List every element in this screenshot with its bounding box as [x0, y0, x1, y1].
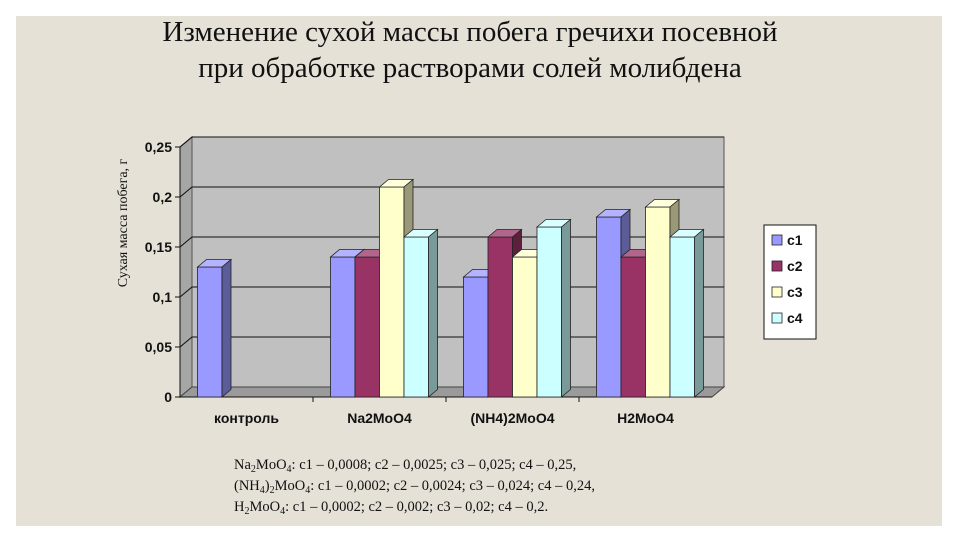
x-category-label: (NH4)2MoO4 [470, 410, 554, 426]
note-text: Na [234, 457, 251, 473]
note-text: : c1 – 0,0002; c2 – 0,0024; c3 – 0,024; … [310, 478, 595, 494]
title-line-1: Изменение сухой массы побега гречихи пос… [162, 16, 778, 48]
note-subscript: 4 [305, 485, 311, 496]
y-tick-label: 0,15 [145, 239, 172, 255]
gridline [179, 136, 724, 148]
note-text: MoO [274, 478, 306, 494]
legend-swatch-c1 [771, 234, 783, 246]
title-line-2: при обработке растворами солей молибдена [198, 52, 742, 84]
bar-c3-1 [379, 186, 405, 398]
note-subscript: 2 [269, 485, 275, 496]
x-category-label: контроль [214, 410, 279, 426]
legend-swatch-c2 [771, 260, 783, 272]
y-axis-label: Сухая масса побега, г [116, 158, 131, 287]
bar-c3-3 [645, 206, 671, 398]
gridline [179, 186, 724, 198]
y-tick-label: 0,25 [145, 139, 172, 155]
note-text: (NH [234, 478, 260, 494]
y-tick-label: 0 [164, 389, 172, 405]
x-category-label: H2MoO4 [617, 410, 674, 426]
note-line-1: Na2MoO4: c1 – 0,0008; c2 – 0,0025; c3 – … [234, 455, 595, 476]
bar-c2-3 [620, 256, 646, 398]
note-text: MoO [255, 457, 287, 473]
legend-swatch-c3 [771, 286, 783, 298]
bar-c1-3 [596, 216, 622, 398]
note-text: ) [264, 478, 270, 494]
note-subscript: 2 [244, 506, 250, 517]
slide-title: Изменение сухой массы побега гречихи пос… [0, 14, 940, 86]
note-subscript: 4 [259, 485, 265, 496]
chart-side-wall [179, 135, 193, 399]
y-tick-label: 0,1 [153, 289, 173, 305]
note-subscript: 4 [280, 506, 286, 517]
bar-c1-2 [463, 276, 489, 398]
note-line-3: H2MoO4: c1 – 0,0002; c2 – 0,002; c3 – 0,… [234, 497, 595, 518]
bar-c1-1 [330, 256, 356, 398]
legend-label-c3: c3 [787, 284, 803, 300]
note-line-2: (NH4)2MoO4: c1 – 0,0002; c2 – 0,0024; c3… [234, 476, 595, 497]
legend-label-c1: c1 [787, 232, 803, 248]
note-subscript: 4 [286, 464, 292, 475]
legend-swatch-c4 [771, 312, 783, 324]
bar-c1-0 [197, 266, 223, 398]
bar-c2-2 [487, 236, 513, 398]
note-text: : c1 – 0,0002; c2 – 0,002; c3 – 0,02; c4… [285, 499, 549, 515]
note-text: MoO [249, 499, 281, 515]
bar-side-c4-3 [694, 228, 704, 398]
bar-c2-1 [354, 256, 380, 398]
legend-label-c4: c4 [787, 310, 803, 326]
bar-c4-3 [669, 236, 695, 398]
bar-c4-1 [403, 236, 429, 398]
y-tick-label: 0,2 [153, 189, 173, 205]
x-category-label: Na2MoO4 [347, 410, 412, 426]
bar-c4-2 [536, 226, 562, 398]
concentration-notes: Na2MoO4: c1 – 0,0008; c2 – 0,0025; c3 – … [234, 455, 595, 518]
bar-side-c4-1 [428, 228, 438, 398]
legend-label-c2: c2 [787, 258, 803, 274]
bar-side-c1-0 [221, 258, 232, 398]
y-tick-label: 0,05 [145, 339, 172, 355]
note-text: H [234, 499, 245, 515]
bar-c3-2 [512, 256, 538, 398]
bar-side-c4-2 [561, 218, 571, 398]
note-text: : c1 – 0,0008; c2 – 0,0025; c3 – 0,025; … [291, 457, 577, 473]
note-subscript: 2 [250, 464, 256, 475]
